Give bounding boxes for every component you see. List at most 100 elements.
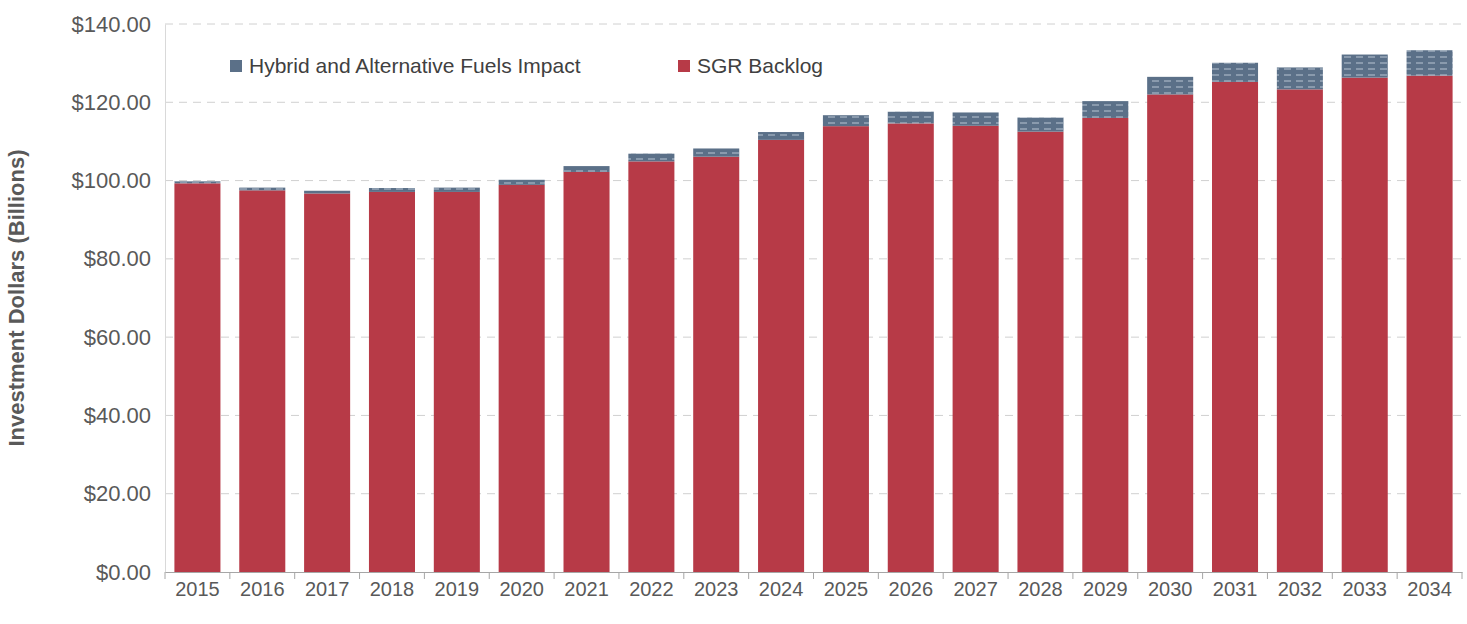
y-tick: $140.00 [71, 12, 165, 37]
y-tick-label: $0.00 [96, 560, 151, 585]
y-tick: $120.00 [71, 90, 165, 115]
bar [758, 132, 804, 140]
x-divider [943, 572, 944, 579]
bar [953, 112, 999, 125]
x-tick-label: 2017 [305, 578, 350, 600]
grid-line [165, 102, 1462, 103]
grid-line [165, 180, 1462, 181]
x-divider [1137, 572, 1138, 579]
bars [174, 50, 1452, 572]
legend-swatch [678, 60, 690, 72]
bar [1277, 89, 1323, 572]
x-tick-label: 2015 [175, 578, 220, 600]
grid-line [165, 493, 1462, 494]
x-tick: 2021 [564, 572, 609, 600]
bar [434, 188, 480, 192]
bar [1147, 94, 1193, 572]
x-divider [748, 572, 749, 579]
x-divider [1462, 572, 1463, 579]
x-tick-label: 2034 [1407, 578, 1452, 600]
bar [1082, 101, 1128, 118]
y-tick: $60.00 [84, 325, 165, 350]
y-tick: $0.00 [96, 560, 165, 585]
bar [1017, 132, 1063, 572]
x-tick: 2018 [370, 572, 415, 600]
bar [434, 192, 480, 572]
bar [304, 191, 350, 194]
x-dividers [165, 572, 1462, 579]
x-divider [1072, 572, 1073, 579]
bar [953, 126, 999, 572]
bar [628, 161, 674, 572]
bar [888, 123, 934, 572]
x-tick-label: 2029 [1083, 578, 1128, 600]
y-axis-title: Investment Dollars (Billions) [4, 149, 29, 446]
bar [1277, 67, 1323, 89]
chart: $0.00 $20.00 $40.00 $60.00 $80.00 $100.00 $120… [0, 0, 1467, 624]
x-divider [554, 572, 555, 579]
y-tick: $80.00 [84, 246, 165, 271]
bar [304, 193, 350, 572]
bar [174, 181, 220, 183]
x-tick-label: 2023 [694, 578, 739, 600]
y-tick-label: $140.00 [71, 12, 151, 37]
y-tick-label: $20.00 [84, 481, 151, 506]
x-tick: 2032 [1278, 572, 1323, 600]
legend-label: SGR Backlog [697, 54, 823, 77]
x-divider [294, 572, 295, 579]
grid-line [165, 258, 1462, 259]
x-tick-label: 2016 [240, 578, 285, 600]
bar [1082, 118, 1128, 572]
x-tick: 2031 [1213, 572, 1258, 600]
bar [1147, 77, 1193, 95]
x-tick-label: 2033 [1342, 578, 1387, 600]
x-divider [359, 572, 360, 579]
grid [165, 24, 1462, 494]
x-tick: 2034 [1407, 572, 1452, 600]
legend-label: Hybrid and Alternative Fuels Impact [249, 54, 581, 77]
bar [499, 180, 545, 185]
y-tick-label: $80.00 [84, 246, 151, 271]
y-tick-label: $120.00 [71, 90, 151, 115]
x-tick: 2024 [759, 572, 804, 600]
bar [564, 172, 610, 572]
y-tick: $20.00 [84, 481, 165, 506]
x-tick: 2019 [435, 572, 480, 600]
x-divider [1008, 572, 1009, 579]
bar [823, 115, 869, 126]
x-tick-label: 2030 [1148, 578, 1193, 600]
bar [564, 166, 610, 172]
x-tick: 2015 [175, 572, 220, 600]
y-axis-line [165, 25, 166, 573]
x-tick: 2028 [1018, 572, 1063, 600]
x-tick: 2020 [499, 572, 544, 600]
bar [628, 154, 674, 162]
x-tick: 2016 [240, 572, 285, 600]
x-divider [229, 572, 230, 579]
bar [1212, 82, 1258, 572]
x-tick-label: 2031 [1213, 578, 1258, 600]
x-tick: 2022 [629, 572, 674, 600]
bar [1407, 76, 1453, 572]
y-tick-label: $40.00 [84, 403, 151, 428]
x-tick: 2027 [953, 572, 998, 600]
bar [239, 188, 285, 191]
series-bars [174, 76, 1452, 572]
y-tick: $100.00 [71, 168, 165, 193]
y-tick-label: $60.00 [84, 325, 151, 350]
legend-item: Hybrid and Alternative Fuels Impact [230, 54, 581, 77]
x-tick-label: 2027 [953, 578, 998, 600]
y-axis: $0.00 $20.00 $40.00 $60.00 $80.00 $100.00 $120… [71, 12, 165, 585]
x-tick: 2026 [889, 572, 934, 600]
bar [758, 140, 804, 572]
x-tick-label: 2025 [824, 578, 869, 600]
grid-line [165, 24, 1462, 25]
bar [823, 126, 869, 572]
series-bars [174, 50, 1452, 193]
x-divider [1332, 572, 1333, 579]
x-tick-label: 2021 [564, 578, 609, 600]
x-tick: 2029 [1083, 572, 1128, 600]
x-axis: 2015 2016 2017 2018 2019 2020 2021 2022 2023 2024… [166, 572, 1463, 600]
x-tick-label: 2020 [499, 578, 544, 600]
x-divider [1267, 572, 1268, 579]
